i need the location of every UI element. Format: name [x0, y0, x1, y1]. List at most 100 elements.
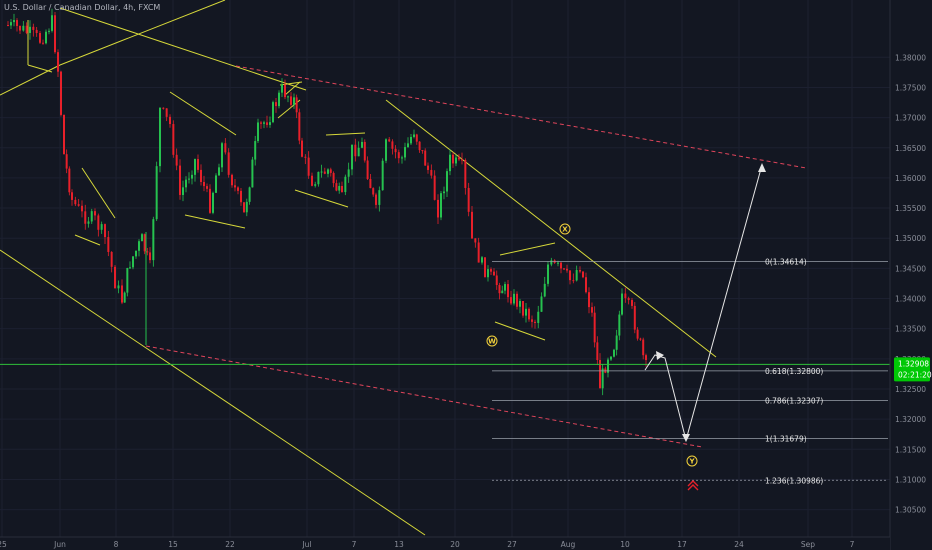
wave-label: Y	[688, 458, 695, 466]
candle-body	[327, 169, 329, 174]
candle-body	[68, 168, 71, 193]
candle-body	[71, 192, 73, 200]
price-tick-label: 1.38000	[895, 53, 926, 62]
candle-body	[501, 290, 504, 294]
candle-body	[493, 271, 495, 276]
candle-body	[110, 251, 113, 267]
candle-body	[443, 191, 445, 194]
current-price-badge: 1.32908 02:21:20	[894, 357, 932, 382]
candle-body	[218, 167, 220, 176]
candle-body	[642, 339, 645, 356]
candle-body	[421, 150, 424, 152]
price-axis[interactable]: 1.38000 1.37500 1.37000 1.36500 1.36000 1.355…	[889, 0, 932, 550]
candle-body	[467, 187, 470, 212]
time-tick-label: 22	[225, 540, 235, 549]
candle-body	[284, 84, 286, 98]
candle-body	[341, 186, 343, 193]
candle-body	[471, 211, 473, 239]
time-tick-label: Aug	[561, 540, 576, 549]
candle-body	[227, 152, 230, 175]
candle-body	[60, 71, 62, 115]
trendline	[499, 242, 556, 256]
time-tick-label: 24	[734, 540, 744, 549]
candle-body	[437, 199, 439, 218]
candle-body	[10, 22, 12, 26]
candle-body	[132, 256, 134, 268]
candle-body	[129, 267, 131, 269]
candle-body	[543, 283, 546, 297]
candle-body	[84, 211, 87, 224]
candle-body	[251, 159, 254, 188]
candle-body	[146, 251, 149, 253]
time-axis[interactable]: 25 Jun 8 15 22 Jul 7 13 20 27 Aug 10 17 24 Sep 7	[0, 536, 890, 550]
candle-body	[272, 102, 274, 123]
candle-body	[295, 97, 298, 113]
candle-body	[557, 262, 559, 264]
candle-body	[54, 15, 56, 53]
projection-arrow-down	[682, 434, 690, 442]
price-badge-countdown: 02:21:20	[898, 370, 932, 379]
channel-lines	[145, 65, 807, 448]
candle-body	[407, 143, 409, 148]
candle-body	[203, 182, 205, 187]
candle-body	[25, 25, 28, 33]
price-tick-label: 1.31500	[895, 445, 926, 454]
wave-labels: X W Y	[486, 223, 698, 467]
candle-body	[87, 221, 90, 224]
candle-body	[314, 184, 317, 186]
candle-body	[155, 166, 158, 220]
candle-body	[354, 144, 357, 157]
price-tick-label: 1.34500	[895, 264, 926, 273]
candle-body	[531, 319, 533, 322]
trendline	[494, 321, 546, 341]
candle-body	[188, 178, 190, 180]
projection-arrow-up	[758, 163, 766, 172]
trendline	[59, 7, 307, 91]
price-tick-label: 1.32000	[895, 415, 926, 424]
time-axis-panel	[0, 537, 890, 550]
price-badge-box	[894, 357, 930, 382]
candle-body	[323, 171, 326, 174]
time-tick-label: 10	[620, 540, 630, 549]
candle-body	[143, 234, 146, 252]
candle-body	[169, 116, 171, 125]
channel-lower-dashed	[145, 345, 703, 448]
candle-body	[481, 257, 483, 263]
price-tick-label: 1.37000	[895, 114, 926, 123]
candle-body	[344, 176, 347, 193]
trendline	[284, 81, 301, 96]
trendline	[325, 132, 366, 136]
candle-body	[391, 141, 394, 149]
candle-body	[194, 159, 196, 175]
candle-body	[572, 280, 575, 282]
candle-body	[639, 338, 642, 340]
candle-body	[209, 188, 211, 213]
candle-body	[81, 205, 83, 212]
candle-body	[381, 160, 384, 191]
candle-body	[7, 25, 9, 26]
candle-body	[540, 296, 543, 312]
trendline	[74, 234, 101, 246]
time-tick-label: Jun	[53, 540, 66, 549]
candle-body	[191, 174, 193, 179]
candle-body	[484, 257, 486, 278]
candle-body	[42, 42, 44, 44]
candle-body	[212, 192, 214, 213]
candle-body	[35, 29, 38, 34]
candle-body	[351, 144, 353, 170]
candle-body	[534, 321, 536, 323]
candle-body	[74, 199, 77, 205]
candle-body	[575, 270, 578, 281]
time-tick-label: Sep	[801, 540, 815, 549]
candle-body	[615, 335, 618, 350]
candle-body	[290, 96, 292, 105]
candle-body	[121, 285, 123, 303]
candle-body	[588, 292, 590, 308]
candle-body	[627, 298, 630, 301]
wave-label: X	[562, 226, 568, 234]
candle-body	[624, 293, 627, 299]
candle-body	[298, 112, 301, 141]
candle-body	[51, 15, 53, 31]
candle-body	[257, 122, 259, 142]
